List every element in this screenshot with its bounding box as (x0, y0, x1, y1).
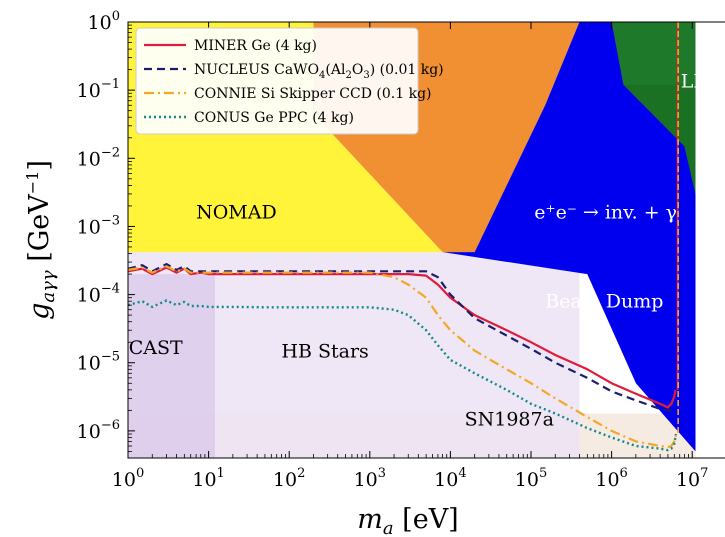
y-tick-label: 10−4 (77, 282, 120, 307)
legend-label: CONNIE Si Skipper CCD (0.1 kg) (194, 86, 432, 102)
region-cast (128, 274, 215, 458)
plot-frame (127, 21, 725, 459)
y-tick-label: 10−3 (77, 213, 120, 238)
legend-label: MINER Ge (4 kg) (194, 38, 317, 54)
x-tick-label: 104 (434, 466, 466, 491)
x-tick-label: 102 (273, 466, 305, 491)
region-label: SN1987a (465, 409, 554, 431)
x-tick-label: 106 (595, 466, 627, 491)
y-axis-title: gaγγ [GeV−1] (23, 160, 59, 320)
x-axis-title: ma [eV] (357, 504, 458, 537)
region-hb-stars (128, 252, 580, 458)
legend-box (135, 27, 419, 135)
x-tick-label: 107 (676, 466, 708, 491)
x-tick-label: 103 (354, 466, 386, 491)
series-line-0 (128, 266, 677, 409)
legend-label: NUCLEUS CaWO4(Al2O3) (0.01 kg) (194, 62, 444, 81)
region-label: LEP (681, 70, 720, 92)
region-beam-dump (442, 22, 696, 452)
y-tick-label: 100 (88, 9, 120, 34)
region-label: HB Stars (281, 340, 368, 362)
region-label: NOMAD (196, 202, 277, 224)
axis-ticks: 100 101 102 103 104 105 106 107 100 10−1 10−2 10−3 1… (77, 9, 709, 491)
legend-label: CONUS Ge PPC (4 kg) (194, 110, 354, 126)
x-tick-label: 100 (112, 466, 144, 491)
region-label: e⁺e⁻ → inv. + γ (534, 202, 677, 224)
axis-titles: ma [eV] gaγγ [GeV−1] (23, 160, 459, 537)
x-tick-label: 105 (515, 466, 547, 491)
region-labels: SN1987a HB Stars CAST NOMAD e⁺e⁻ → inv. + γ B… (129, 70, 720, 430)
series-line-3 (128, 299, 678, 452)
y-tick-label: 10−5 (77, 350, 120, 375)
region-label: Beam Dump (545, 290, 663, 312)
region-label: CAST (129, 337, 183, 359)
series-line-2 (128, 265, 678, 449)
y-tick-label: 10−1 (77, 77, 120, 102)
legend: MINER Ge (4 kg) NUCLEUS CaWO4(Al2O3) (0.0… (135, 27, 444, 135)
y-tick-label: 10−6 (77, 418, 120, 443)
y-tick-label: 10−2 (77, 145, 120, 170)
x-tick-label: 101 (192, 466, 224, 491)
series-line-1 (128, 263, 675, 412)
sensitivity-curves (128, 22, 679, 452)
